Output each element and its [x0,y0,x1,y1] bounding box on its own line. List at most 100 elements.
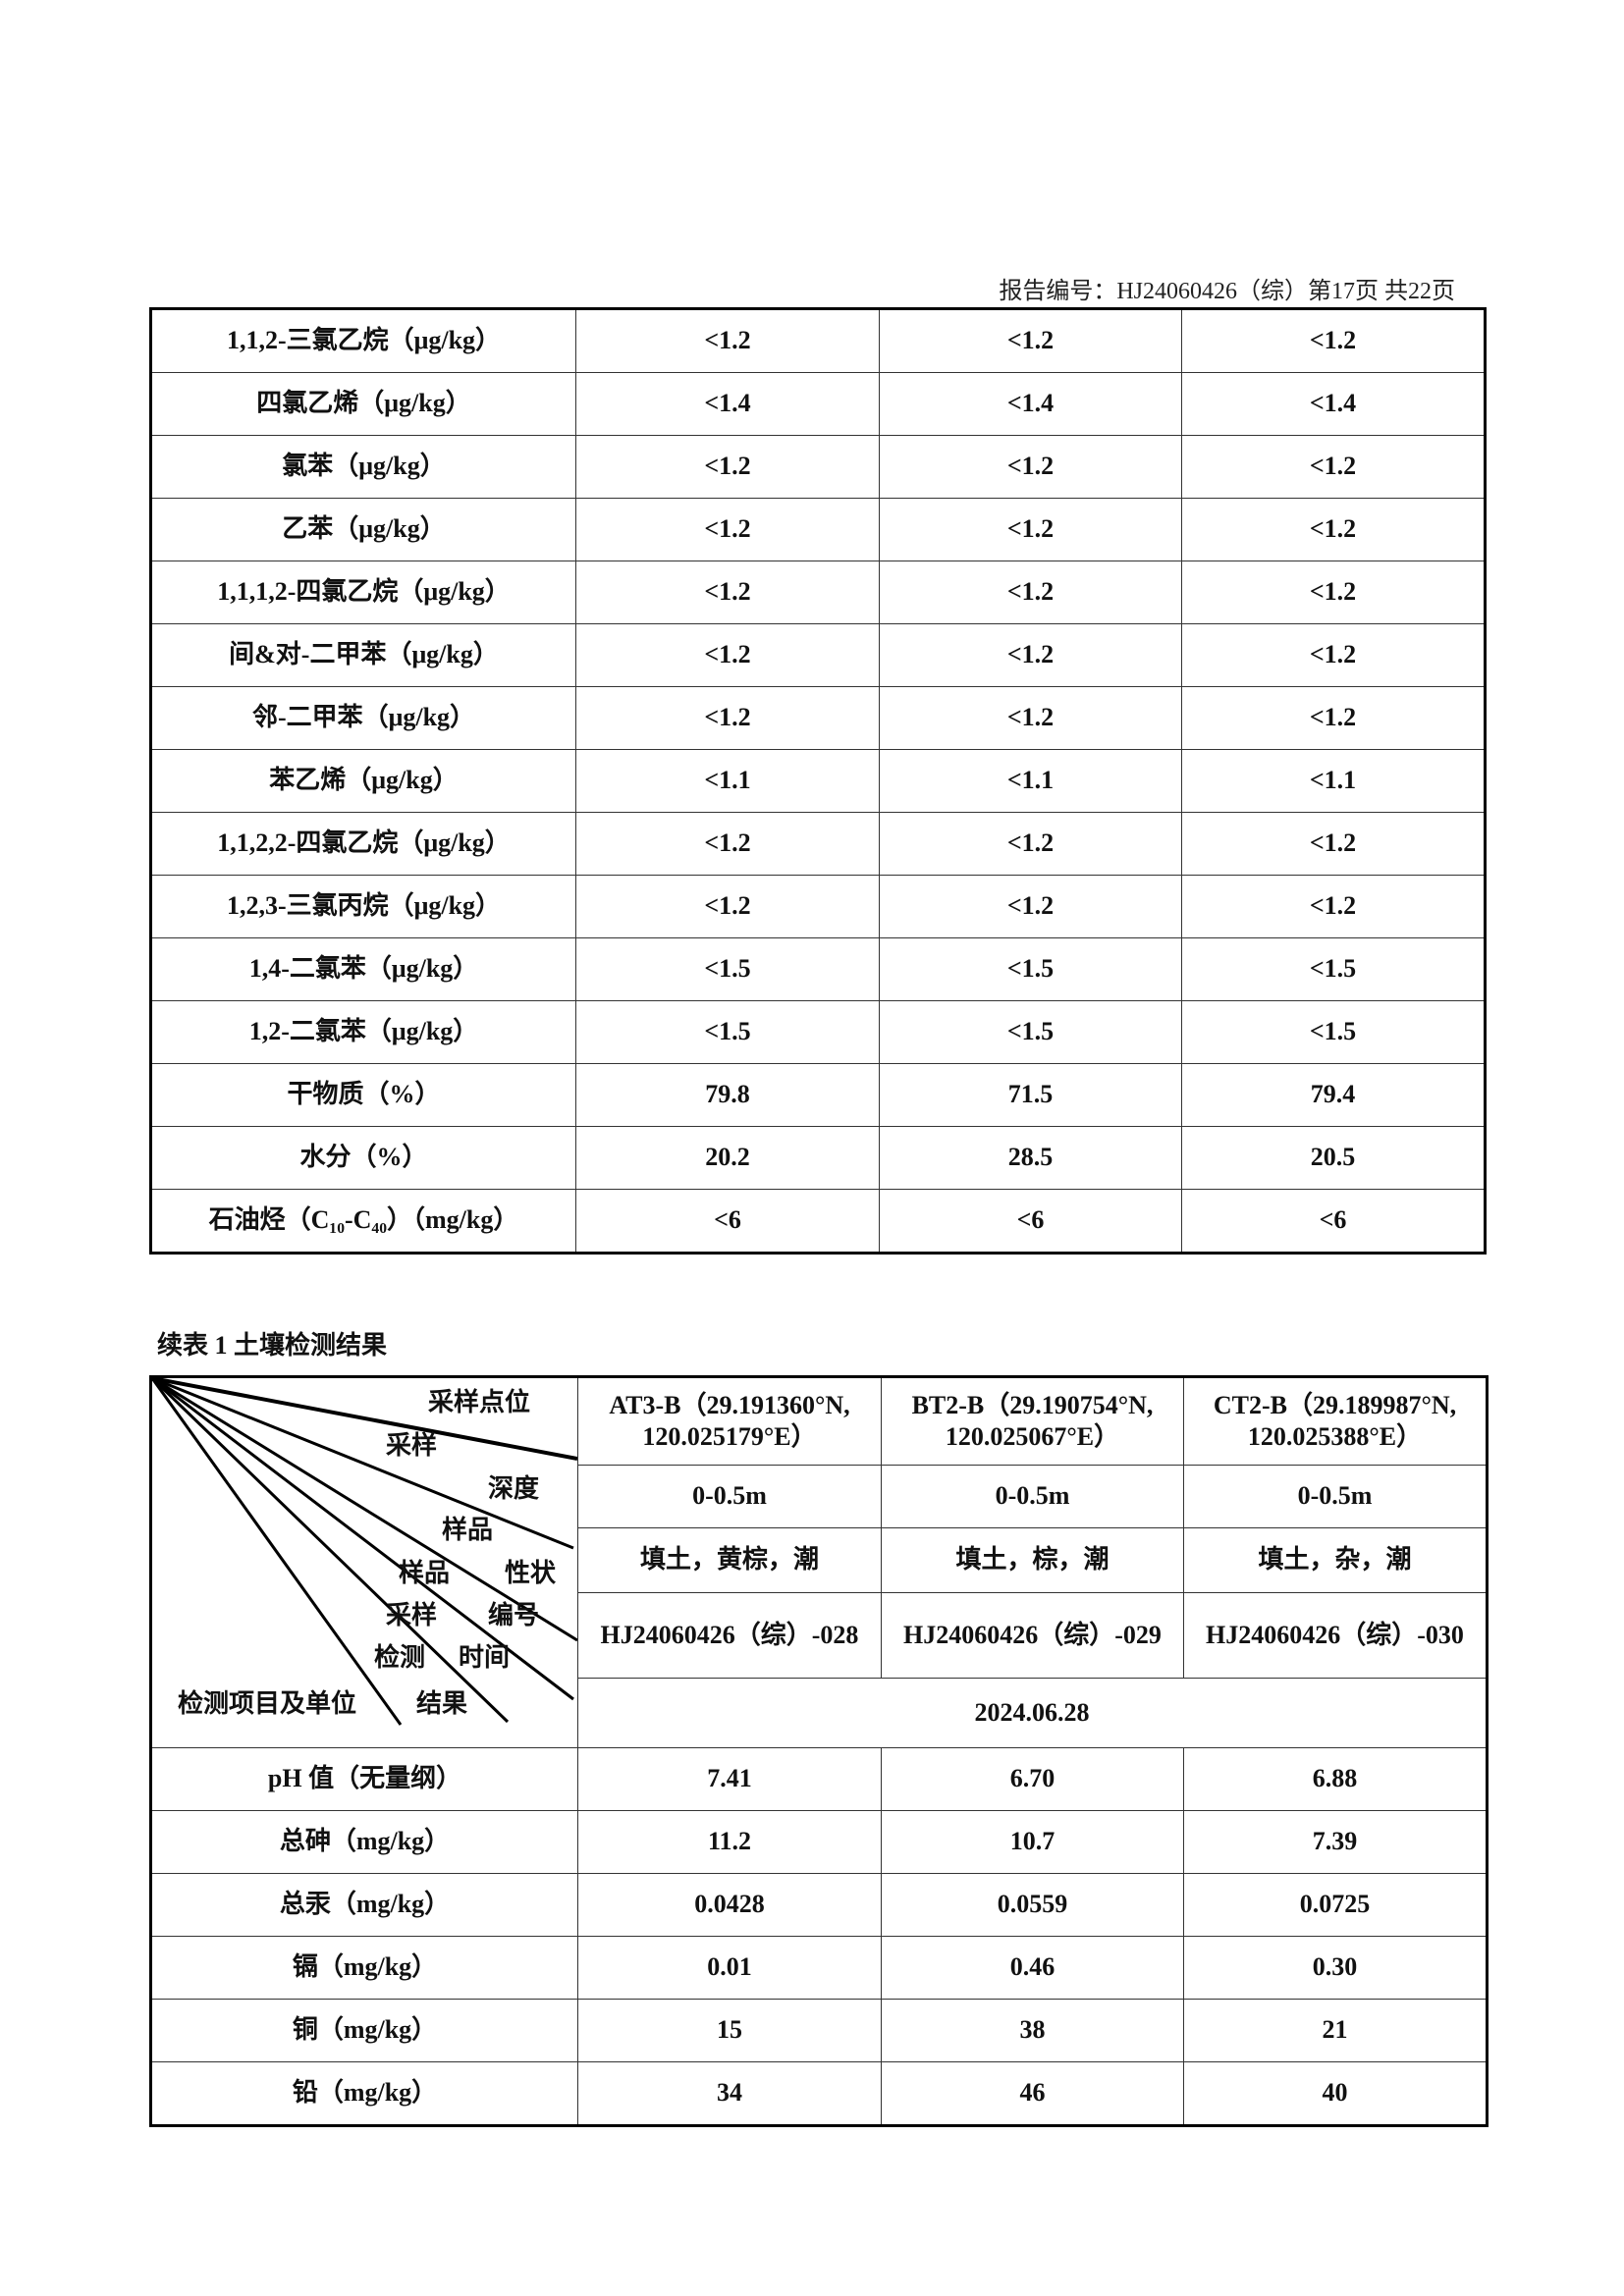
diagonal-line [152,1378,574,1550]
value-cell: <1.2 [575,308,880,373]
item-label-cell: 1,2-二氯苯（μg/kg） [150,1000,576,1064]
label-sampling: 采样 [385,1600,438,1629]
value-cell: <1.2 [1181,435,1486,499]
item-label-cell: 邻-二甲苯（μg/kg） [150,686,576,750]
value-cell: <1.2 [879,875,1182,938]
diagonal-line [152,1378,577,1642]
table-row: 1,1,1,2-四氯乙烷（μg/kg） <1.2 <1.2 <1.2 [150,561,1486,624]
label-sample: 样品 [398,1558,451,1587]
property-cell: 填土，杂，潮 [1183,1526,1488,1594]
value-cell: <1.2 [575,498,880,561]
value-cell: <1.2 [1181,686,1486,750]
table-row: 苯乙烯（μg/kg） <1.1 <1.1 <1.1 [150,749,1486,813]
value-cell: 79.4 [1181,1063,1486,1127]
value-cell: <6 [1181,1189,1486,1254]
item-label-cell: 干物质（%） [150,1063,576,1127]
table-row: 邻-二甲苯（μg/kg） <1.2 <1.2 <1.2 [150,686,1486,750]
label-depth: 深度 [487,1473,540,1503]
item-label-cell: 苯乙烯（μg/kg） [150,749,576,813]
item-label-cell: 铅（mg/kg） [150,2061,578,2126]
diagonal-lines [152,1378,577,1726]
value-cell: <1.4 [575,372,880,436]
table-row: 1,2,3-三氯丙烷（μg/kg） <1.2 <1.2 <1.2 [150,875,1486,938]
table-row: 1,1,2,2-四氯乙烷（μg/kg） <1.2 <1.2 <1.2 [150,812,1486,876]
item-label-cell: 1,1,1,2-四氯乙烷（μg/kg） [150,561,576,624]
value-cell: <1.2 [575,435,880,499]
value-cell: 28.5 [879,1126,1182,1190]
item-label-cell: pH 值（无量纲） [150,1747,578,1811]
table-row: 镉（mg/kg） 0.01 0.46 0.30 [150,1936,1488,2000]
depth-cell: 0-0.5m [1183,1465,1488,1528]
item-label-cell: 1,4-二氯苯（μg/kg） [150,937,576,1001]
table-row: pH 值（无量纲） 7.41 6.70 6.88 [150,1747,1488,1811]
value-cell: <1.1 [575,749,880,813]
table-row: 总汞（mg/kg） 0.0428 0.0559 0.0725 [150,1873,1488,1937]
value-cell: <1.5 [575,937,880,1001]
sample-number-cell: HJ24060426（综）-028 [577,1592,882,1679]
item-label-cell: 1,2,3-三氯丙烷（μg/kg） [150,875,576,938]
value-cell: 38 [881,1999,1184,2062]
table-row: 1,4-二氯苯（μg/kg） <1.5 <1.5 <1.5 [150,937,1486,1001]
value-cell: 11.2 [577,1810,882,1874]
table-row: 干物质（%） 79.8 71.5 79.4 [150,1063,1486,1127]
value-cell: 6.70 [881,1747,1184,1811]
diagonal-header-cell: 采样点位 采样 深度 样品 样品 性状 采样 编号 检测 时间 检测项目及单位 … [150,1376,578,1748]
value-cell: 46 [881,2061,1184,2126]
property-cell: 填土，黄棕，潮 [577,1526,882,1594]
value-cell: 0.0559 [881,1873,1184,1937]
value-cell: <1.2 [1181,812,1486,876]
value-cell: <1.2 [879,308,1182,373]
point-name: AT3-B（29.191360°N, [609,1390,850,1419]
value-cell: 0.0725 [1183,1873,1488,1937]
value-cell: 10.7 [881,1810,1184,1874]
value-cell: <1.2 [879,686,1182,750]
item-label-cell: 水分（%） [150,1126,576,1190]
table-caption: 续表 1 土壤检测结果 [157,1331,388,1360]
point-coord: 120.025179°E） [642,1422,817,1452]
table-row: 水分（%） 20.2 28.5 20.5 [150,1126,1486,1190]
value-cell: <1.2 [879,812,1182,876]
value-cell: 0.30 [1183,1936,1488,2000]
value-cell: <1.2 [879,561,1182,624]
value-cell: <1.2 [575,875,880,938]
item-label-cell: 镉（mg/kg） [150,1936,578,2000]
diagonal-line [152,1378,510,1724]
item-label-cell: 总汞（mg/kg） [150,1873,578,1937]
table-row: 铜（mg/kg） 15 38 21 [150,1999,1488,2062]
diagonal-line [152,1378,403,1726]
value-cell: <1.2 [879,435,1182,499]
label-result: 结果 [415,1688,468,1718]
table-row: 1,1,2-三氯乙烷（μg/kg） <1.2 <1.2 <1.2 [150,308,1486,373]
value-cell: 20.2 [575,1126,880,1190]
value-cell: <1.1 [1181,749,1486,813]
value-cell: 6.88 [1183,1747,1488,1811]
sample-number-cell: HJ24060426（综）-030 [1183,1592,1488,1679]
value-cell: 34 [577,2061,882,2126]
point-name: BT2-B（29.190754°N, [911,1390,1154,1419]
value-cell: 71.5 [879,1063,1182,1127]
sampling-point-cell: AT3-B（29.191360°N, 120.025179°E） [577,1375,882,1467]
value-cell: <1.5 [1181,937,1486,1001]
table-row: 铅（mg/kg） 34 46 40 [150,2061,1488,2126]
table-row: 1,2-二氯苯（μg/kg） <1.5 <1.5 <1.5 [150,1000,1486,1064]
value-cell: <1.5 [575,1000,880,1064]
sampling-point-cell: CT2-B（29.189987°N, 120.025388°E） [1183,1375,1488,1467]
value-cell: 0.46 [881,1936,1184,2000]
value-cell: <1.2 [1181,561,1486,624]
item-label-cell: 1,1,2-三氯乙烷（μg/kg） [150,308,576,373]
value-cell: <1.2 [575,812,880,876]
value-cell: <1.2 [575,561,880,624]
value-cell: <1.2 [575,623,880,687]
point-name: CT2-B（29.189987°N, [1213,1390,1457,1419]
depth-cell: 0-0.5m [577,1465,882,1528]
item-label-cell: 总砷（mg/kg） [150,1810,578,1874]
item-label-cell: 氯苯（μg/kg） [150,435,576,499]
table-row: 乙苯（μg/kg） <1.2 <1.2 <1.2 [150,498,1486,561]
value-cell: <1.4 [879,372,1182,436]
value-cell: <1.5 [879,937,1182,1001]
label-item-unit: 检测项目及单位 [177,1688,357,1718]
table-row: 石油烃（C₁₀-C₄₀）（mg/kg） <6 <6 <6 [150,1189,1486,1254]
value-cell: 7.39 [1183,1810,1488,1874]
value-cell: <1.5 [1181,1000,1486,1064]
label-time: 时间 [458,1642,511,1672]
